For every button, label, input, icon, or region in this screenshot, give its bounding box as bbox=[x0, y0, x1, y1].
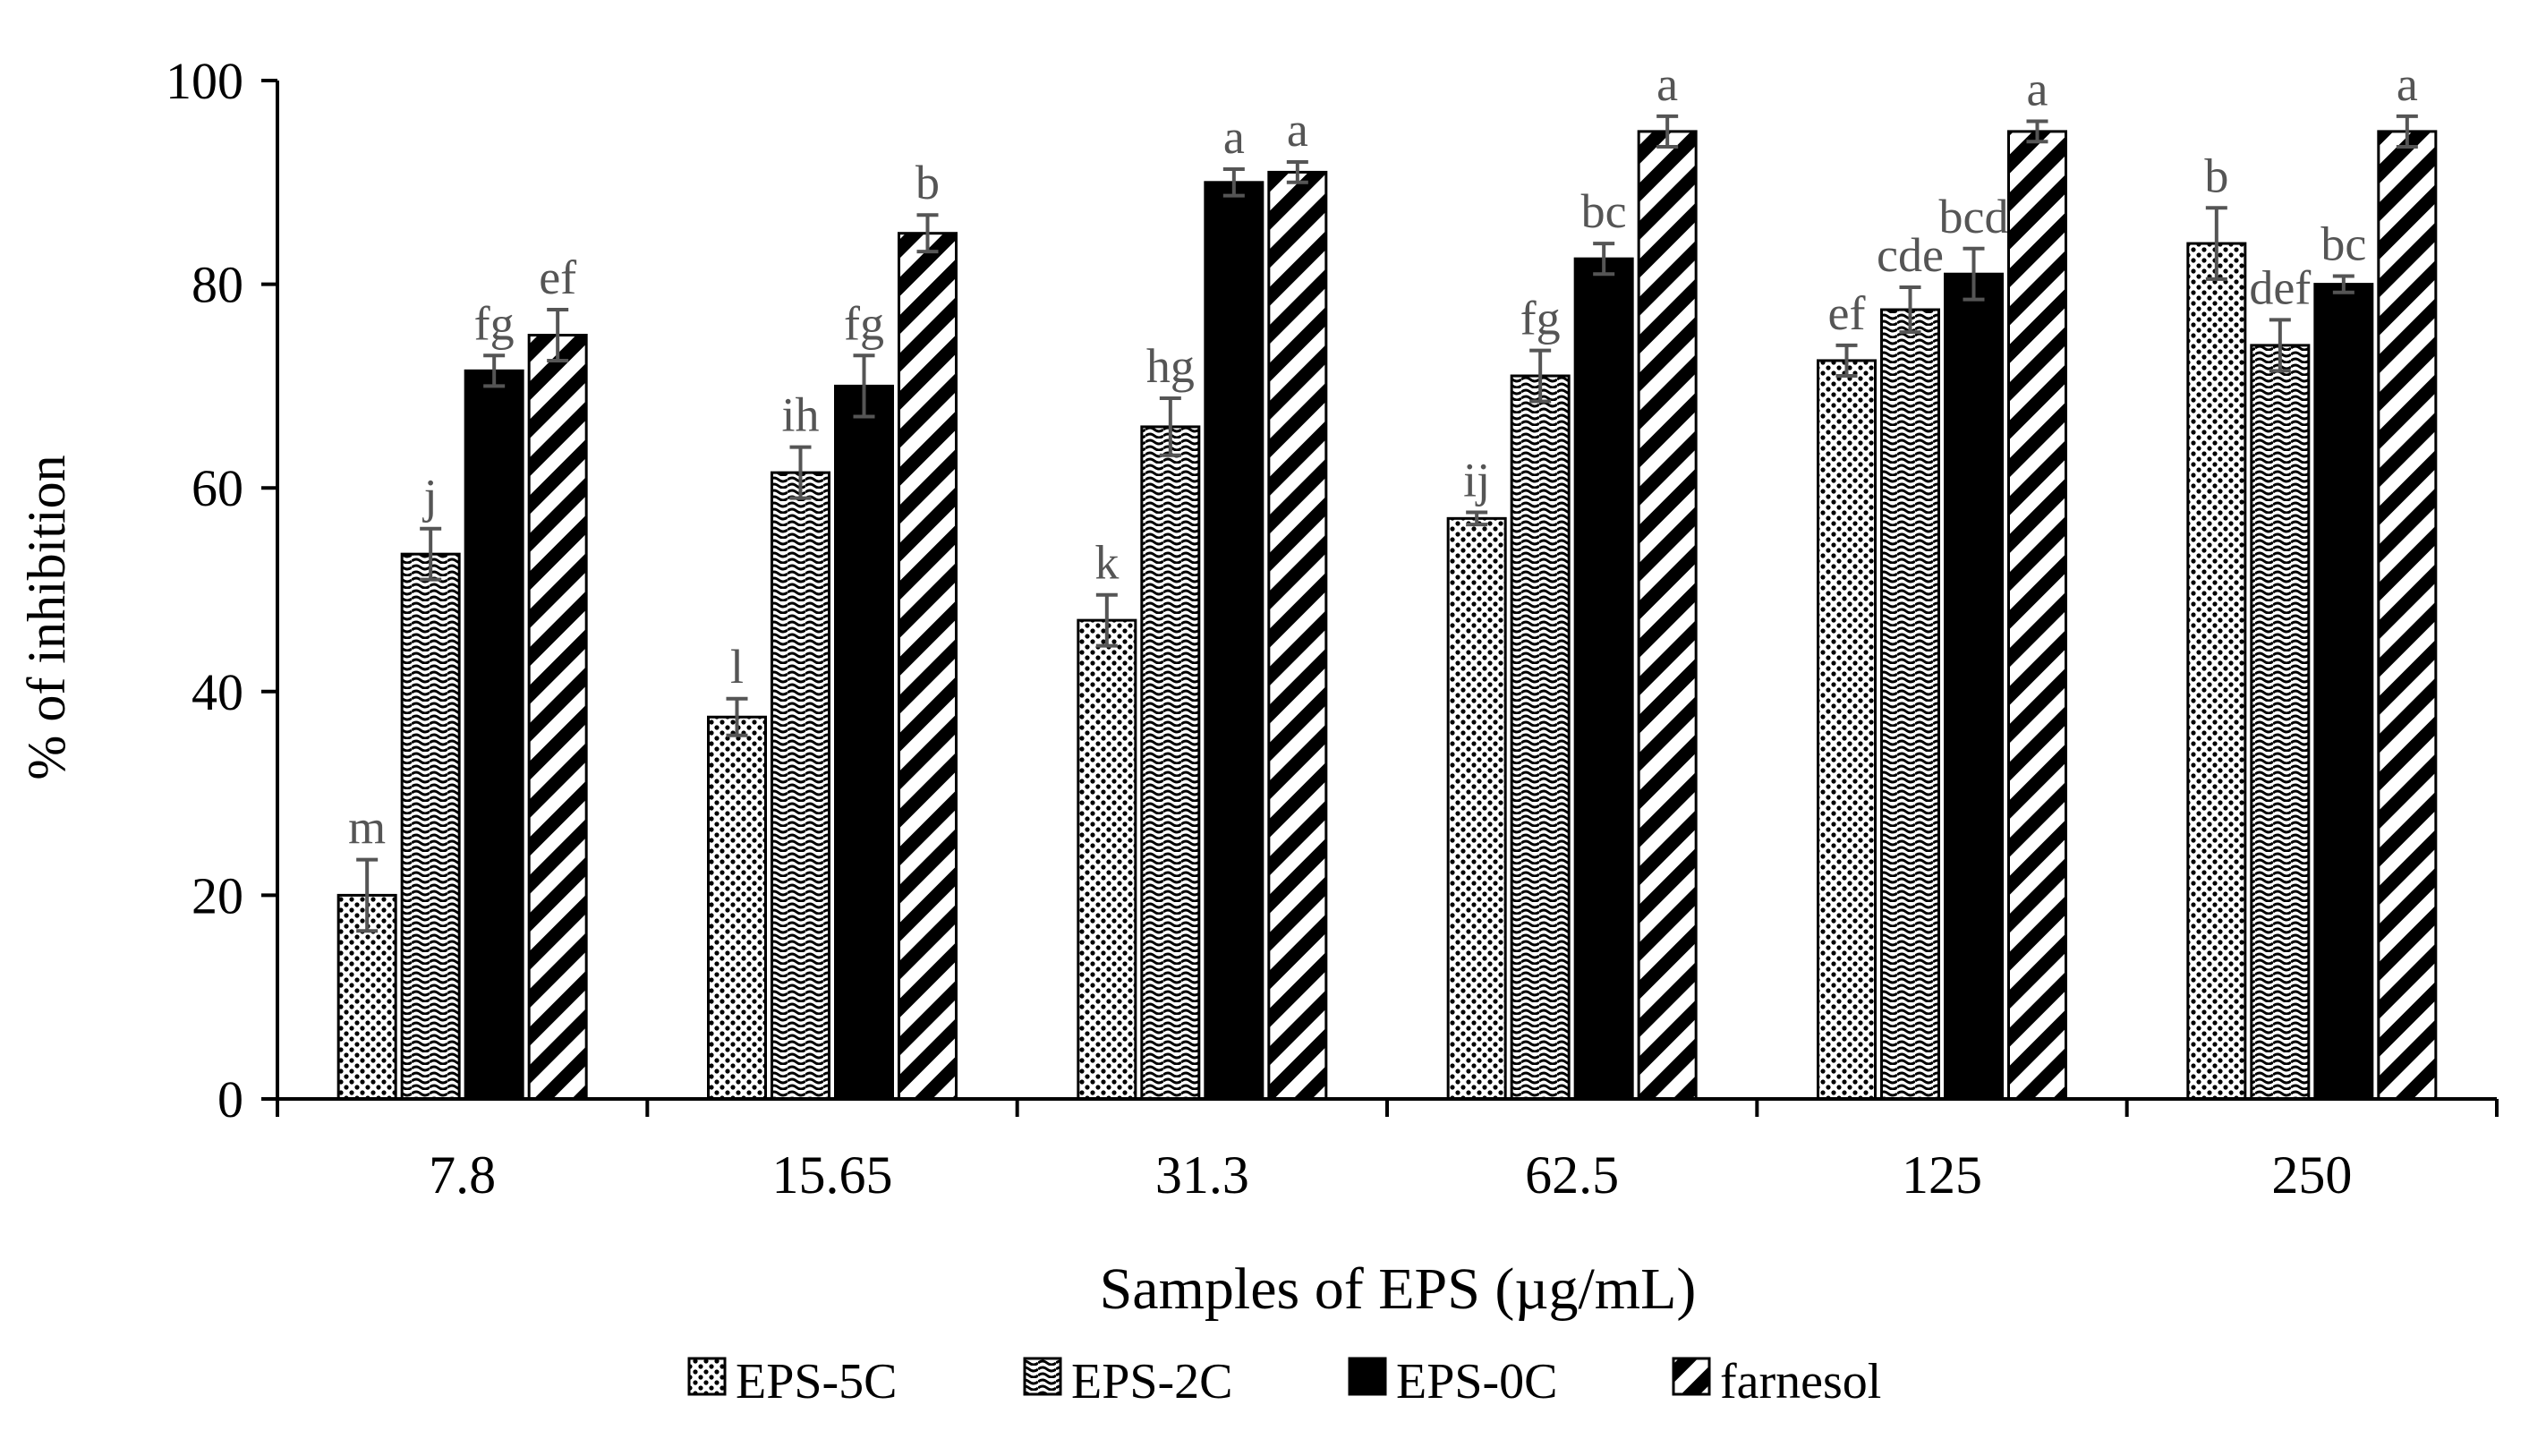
bar bbox=[1944, 272, 2004, 1101]
significance-letter: l bbox=[730, 640, 744, 694]
x-tick-label: 250 bbox=[2271, 1145, 2352, 1205]
bar bbox=[707, 715, 767, 1101]
bar bbox=[1140, 425, 1201, 1101]
x-tick-label: 31.3 bbox=[1155, 1145, 1249, 1205]
significance-letter: a bbox=[1287, 103, 1308, 157]
significance-letter: ef bbox=[1828, 286, 1866, 340]
x-tick-label: 125 bbox=[1902, 1145, 1982, 1205]
bar bbox=[1446, 516, 1507, 1101]
significance-letter: a bbox=[2027, 63, 2048, 116]
legend-swatch bbox=[1023, 1357, 1062, 1396]
x-tick-label: 7.8 bbox=[429, 1145, 496, 1205]
significance-letter: fg bbox=[844, 296, 884, 350]
y-tick-label: 40 bbox=[192, 663, 243, 721]
x-tick-label: 62.5 bbox=[1525, 1145, 1619, 1205]
significance-letter: fg bbox=[1520, 292, 1561, 345]
bar bbox=[1637, 130, 1698, 1101]
y-tick-label: 100 bbox=[166, 52, 243, 110]
significance-letter: hg bbox=[1146, 339, 1195, 393]
significance-letter: j bbox=[422, 470, 438, 524]
significance-letter: ij bbox=[1463, 454, 1490, 507]
y-tick-label: 60 bbox=[192, 459, 243, 517]
bar bbox=[1817, 359, 1877, 1101]
legend-swatch bbox=[687, 1357, 727, 1396]
legend-label: EPS-5C bbox=[736, 1354, 898, 1409]
bar bbox=[771, 471, 830, 1101]
significance-letter: k bbox=[1094, 536, 1119, 590]
y-tick-label: 80 bbox=[192, 256, 243, 314]
bar bbox=[1880, 308, 1940, 1101]
bar bbox=[2250, 344, 2311, 1101]
bar bbox=[898, 232, 958, 1101]
axes: 0 20 40 60 80 100 7.8 15.65 31.3 62.5 125 250 bbox=[166, 52, 2499, 1205]
x-axis-label: Samples of EPS (µg/mL) bbox=[1100, 1256, 1697, 1322]
legend-swatch bbox=[1348, 1357, 1387, 1396]
bar bbox=[1267, 170, 1328, 1101]
significance-letter: bc bbox=[1581, 184, 1627, 238]
legend-label: EPS-0C bbox=[1396, 1354, 1558, 1409]
legend-label: EPS-2C bbox=[1071, 1354, 1233, 1409]
bar bbox=[2377, 130, 2438, 1101]
bar bbox=[464, 369, 524, 1101]
significance-letter: def bbox=[2249, 260, 2311, 314]
bar bbox=[834, 384, 894, 1101]
bar bbox=[2007, 130, 2067, 1101]
x-tick-label: 15.65 bbox=[772, 1145, 893, 1205]
significance-letter: b bbox=[915, 156, 940, 209]
bar bbox=[1573, 257, 1634, 1101]
bar bbox=[400, 552, 461, 1101]
legend: EPS-5C EPS-2C EPS-0C farnesol bbox=[687, 1354, 1881, 1409]
y-tick-label: 20 bbox=[192, 866, 243, 924]
y-tick-label: 0 bbox=[217, 1070, 243, 1128]
significance-letter: m bbox=[348, 801, 386, 855]
bar bbox=[1510, 374, 1571, 1101]
significance-letter: ih bbox=[781, 388, 819, 442]
bar bbox=[2313, 283, 2374, 1101]
bar bbox=[1204, 181, 1264, 1101]
significance-letter: fg bbox=[474, 296, 515, 350]
significance-letter: b bbox=[2204, 149, 2228, 202]
bar bbox=[527, 334, 588, 1101]
significance-letter: ef bbox=[539, 251, 576, 304]
significance-letter: cde bbox=[1877, 228, 1944, 282]
legend-swatch bbox=[1672, 1357, 1711, 1396]
legend-label: farnesol bbox=[1720, 1354, 1881, 1409]
bar bbox=[1077, 618, 1137, 1101]
significance-letter: a bbox=[1223, 110, 1245, 164]
significance-letter: a bbox=[2397, 57, 2418, 111]
y-axis-label: % of inhibition bbox=[17, 455, 76, 779]
significance-letter: bc bbox=[2320, 217, 2366, 270]
bar bbox=[2186, 242, 2247, 1101]
significance-letter: a bbox=[1656, 57, 1678, 111]
significance-letter: bcd bbox=[1939, 190, 2009, 243]
